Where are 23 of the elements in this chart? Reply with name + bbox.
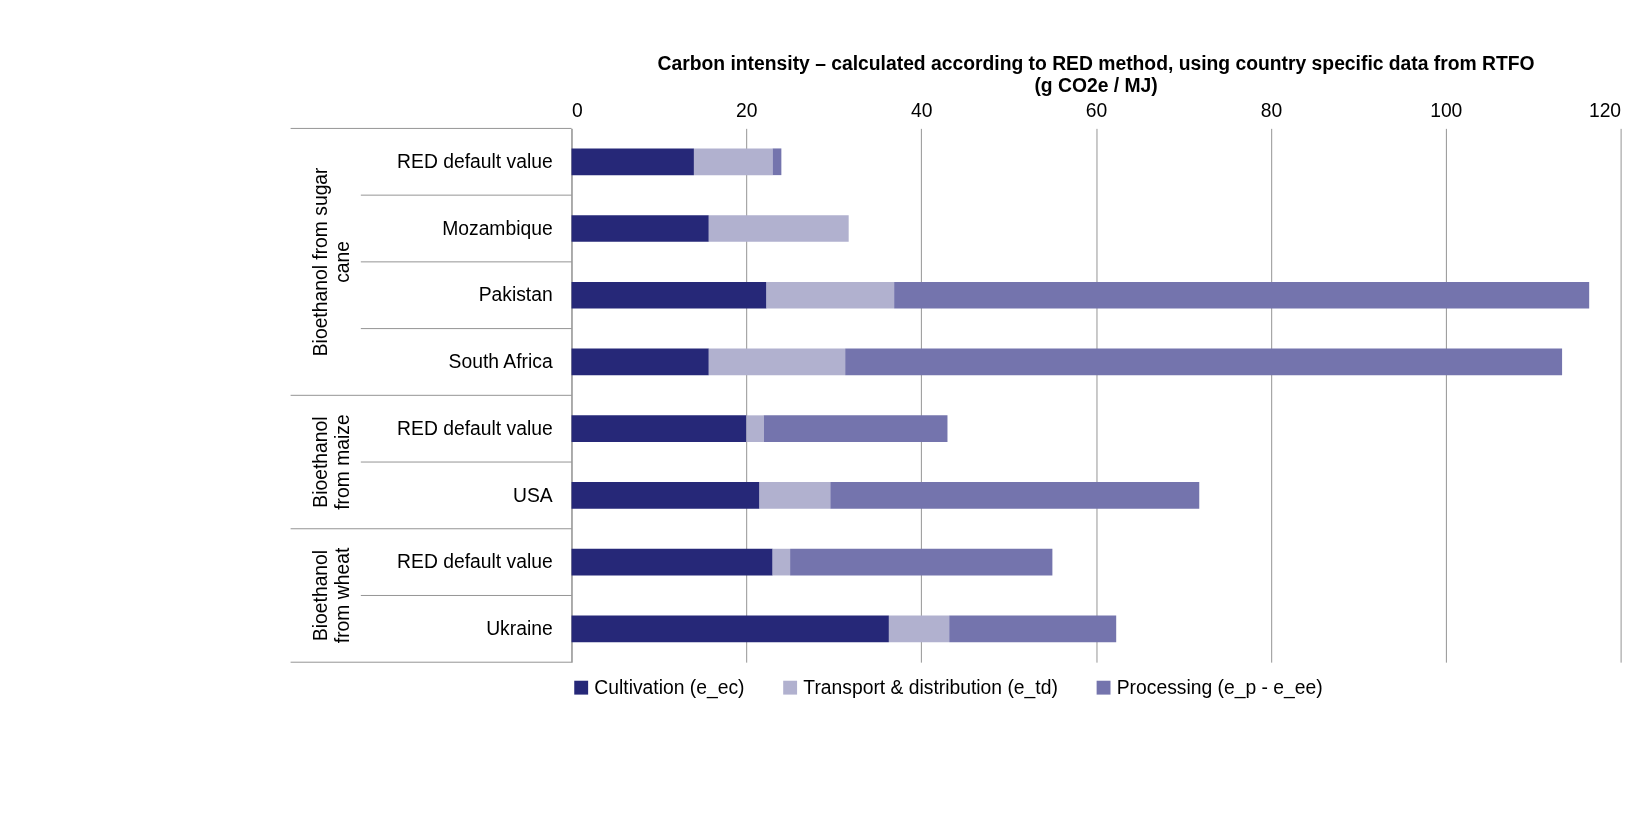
- text: Bioethanol from sugar cane: [310, 166, 353, 357]
- x-tick-label: 40: [910, 100, 933, 122]
- y-tick-label: South Africa: [448, 351, 553, 373]
- x-tick-label: 120: [1588, 100, 1622, 122]
- x-tick-label: 80: [1260, 100, 1283, 122]
- x-tick-label: 100: [1430, 100, 1463, 122]
- y-tick-label: RED default value: [397, 551, 553, 573]
- y-tick-label: USA: [512, 484, 553, 506]
- x-tick-label: 0: [571, 100, 583, 122]
- chart-subtitle: (g CO2e / MJ): [1034, 74, 1158, 96]
- y-tick-label: Pakistan: [478, 284, 553, 306]
- text: Bioethanol from wheat: [310, 547, 353, 644]
- legend-label: Cultivation (e_ec): [594, 676, 745, 699]
- x-tick-label: 20: [736, 100, 758, 122]
- y-tick-label: Mozambique: [442, 217, 553, 239]
- y-tick-label: Ukraine: [486, 617, 553, 639]
- x-tick-label: 60: [1085, 100, 1108, 122]
- chart-title: Carbon intensity – calculated according to RED method, using country specific data from RTFO: [657, 53, 1535, 75]
- y-tick-label: RED default value: [397, 417, 553, 439]
- legend-label: Transport & distribution (e_td): [803, 676, 1058, 699]
- legend-label: Processing (e_p - e_ee): [1116, 676, 1323, 699]
- y-tick-label: RED default value: [397, 150, 553, 172]
- text: Bioethanol from maize: [310, 414, 353, 510]
